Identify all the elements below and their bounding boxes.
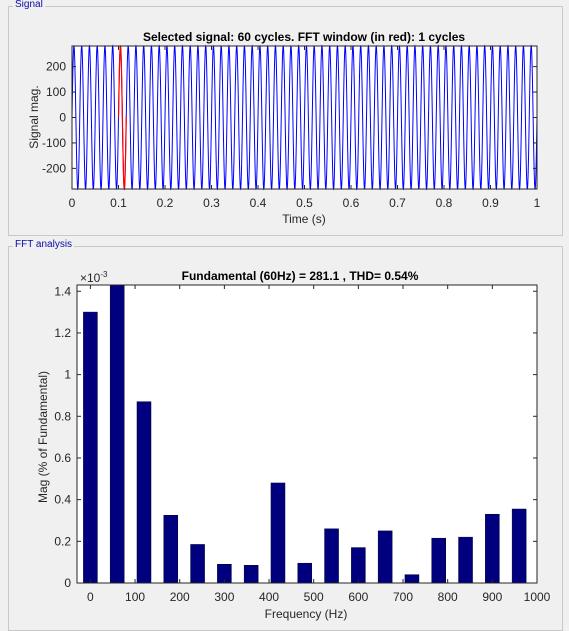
fft-x-tick-label: 200 (170, 590, 190, 604)
signal-y-axis-label: Signal mag. (27, 85, 41, 148)
fft-bar (243, 565, 259, 584)
signal-y-tick-label: 200 (46, 60, 66, 74)
signal-y-ticks: 200 100 0 -100 -200 (42, 60, 537, 175)
fft-bar (297, 562, 313, 584)
fft-x-tick-label: 400 (259, 590, 279, 604)
fft-bar (136, 401, 152, 584)
signal-y-tick-label: 0 (59, 111, 66, 125)
fft-x-tick-label: 0 (87, 590, 94, 604)
signal-x-ticks: 0 0.1 0.2 0.3 0.4 0.5 0.6 0.7 0.8 0.9 1 (69, 46, 541, 210)
fft-y-tick-label: 0.8 (54, 409, 71, 423)
fft-exponent-base: ×10 (80, 271, 101, 285)
fft-axes-box (76, 284, 538, 584)
fft-x-tick-label: 800 (438, 590, 458, 604)
fft-panel-title: FFT analysis (13, 239, 75, 250)
signal-x-tick-label: 0.8 (436, 196, 453, 210)
fft-bar (83, 311, 98, 584)
fft-window-trace (117, 45, 127, 190)
fft-bar (458, 536, 473, 584)
fft-chart-title: Fundamental (60Hz) = 281.1 , THD= 0.54% (182, 269, 419, 283)
signal-series-line (71, 44, 538, 191)
fft-bar (109, 284, 125, 584)
fft-bar (190, 544, 205, 584)
signal-x-tick-label: 0.2 (157, 196, 174, 210)
signal-x-axis-label: Time (s) (282, 212, 326, 226)
fft-bar (404, 574, 420, 584)
signal-x-tick-label: 1 (534, 196, 541, 210)
signal-waveform (71, 44, 538, 191)
fft-x-tick-label: 600 (348, 590, 368, 604)
fft-y-tick-label: 1 (64, 368, 71, 382)
fft-y-ticks: 1.4 1.2 1 0.8 0.6 0.4 0.2 0 (54, 284, 537, 590)
signal-x-tick-label: 0.7 (389, 196, 406, 210)
fft-plot-area (77, 285, 537, 583)
fft-bar (270, 482, 286, 584)
signal-x-tick-label: 0.4 (250, 196, 267, 210)
fft-y-tick-label: 0.6 (54, 451, 71, 465)
signal-y-tick-label: -100 (42, 136, 66, 150)
fft-x-tick-label: 700 (393, 590, 413, 604)
fft-bar (351, 547, 366, 584)
fft-x-tick-label: 1000 (524, 590, 551, 604)
signal-y-tick-label: -200 (42, 161, 66, 175)
signal-x-tick-label: 0.1 (110, 196, 127, 210)
fft-exponent-power: -3 (100, 270, 108, 279)
fft-x-tick-label: 900 (482, 590, 502, 604)
fft-bars (83, 284, 527, 584)
fft-x-tick-label: 500 (304, 590, 324, 604)
fft-bar (324, 528, 339, 584)
signal-x-tick-label: 0 (69, 196, 76, 210)
fft-y-axis-label: Mag (% of Fundamental) (36, 371, 50, 503)
fft-x-axis-label: Frequency (Hz) (265, 607, 348, 621)
fft-y-tick-label: 0 (64, 576, 71, 590)
fft-y-tick-label: 1.2 (54, 326, 71, 340)
fft-y-tick-label: 0.2 (54, 534, 71, 548)
signal-y-tick-label: 100 (46, 85, 66, 99)
signal-panel-title: Signal (13, 0, 45, 10)
signal-chart-title: Selected signal: 60 cycles. FFT window (… (143, 30, 465, 44)
signal-x-tick-label: 0.3 (203, 196, 220, 210)
fft-bar (431, 537, 446, 584)
signal-panel: Signal (8, 0, 563, 236)
fft-window-series-line (117, 45, 127, 190)
fft-y-exponent-label: ×10-3 (80, 270, 108, 285)
signal-x-tick-label: 0.5 (296, 196, 313, 210)
fft-y-tick-label: 0.4 (54, 493, 71, 507)
fft-x-tick-label: 300 (214, 590, 234, 604)
fft-x-tick-label: 100 (125, 590, 145, 604)
fft-y-tick-label: 1.4 (54, 284, 71, 298)
fft-bar (511, 508, 527, 584)
fft-bar (485, 513, 500, 584)
signal-x-tick-label: 0.9 (482, 196, 499, 210)
signal-x-tick-label: 0.6 (343, 196, 360, 210)
fft-bar (163, 515, 179, 584)
fft-x-ticks: 0 100 200 300 400 500 600 700 800 900 1000 (87, 285, 551, 604)
fft-bar (377, 530, 393, 584)
